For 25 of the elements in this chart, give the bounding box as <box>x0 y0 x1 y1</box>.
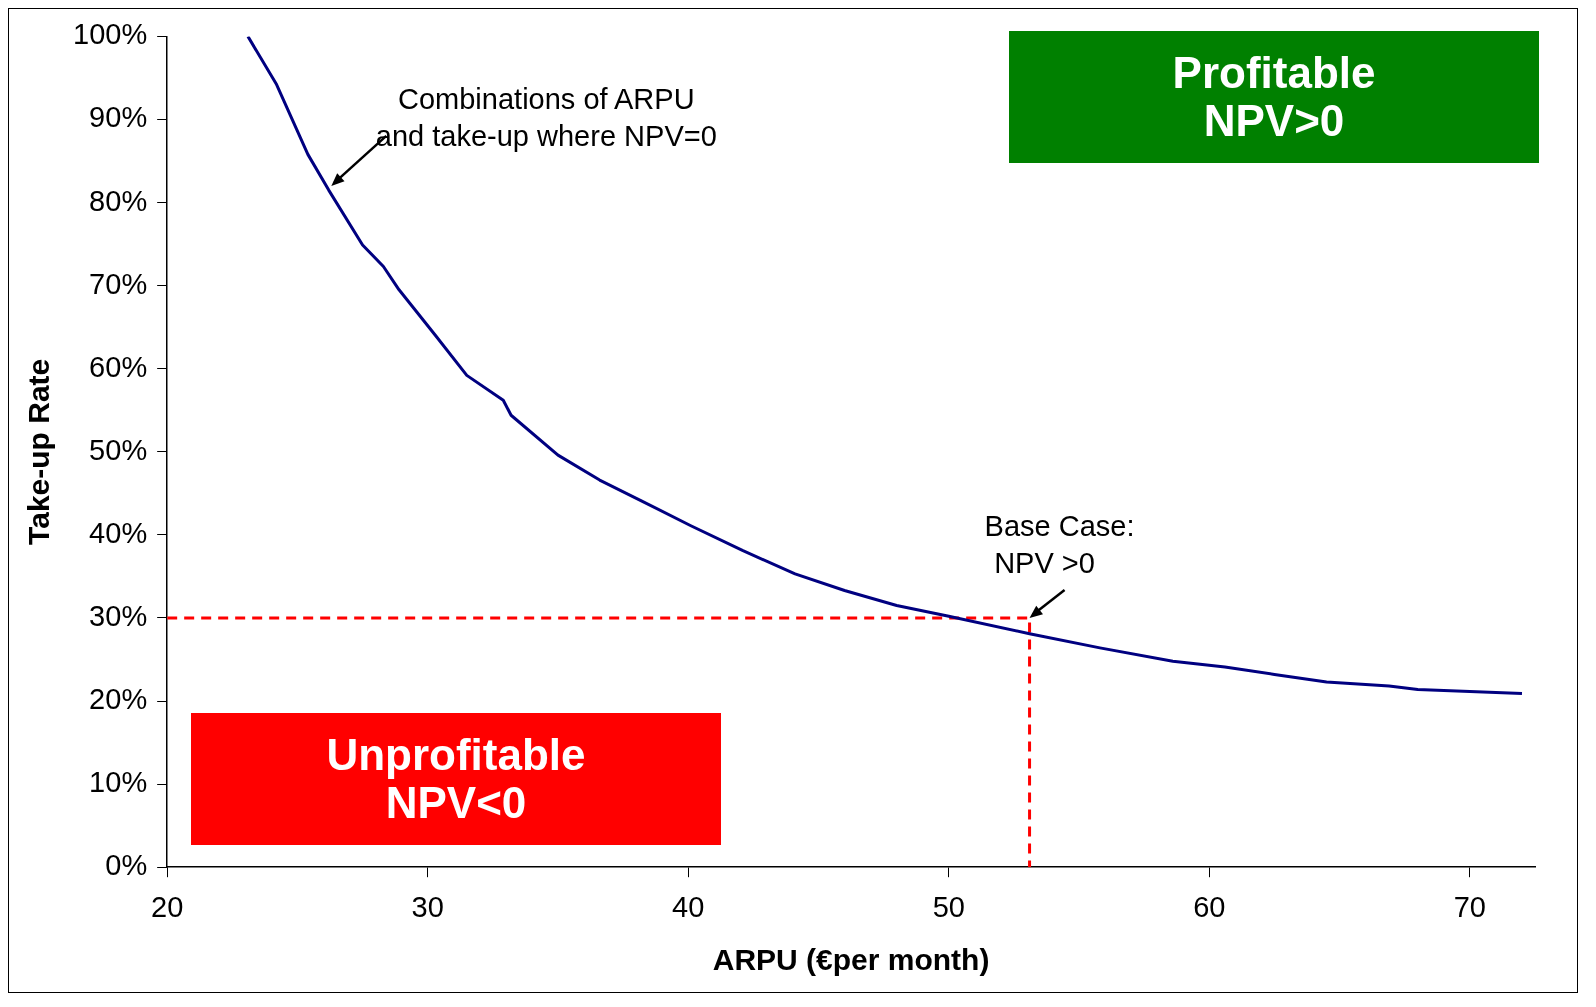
y-tick-label: 30% <box>89 599 148 632</box>
y-tick-label: 40% <box>89 516 148 549</box>
x-tick-label: 50 <box>932 890 965 923</box>
annotation: Unprofitable NPV<0 <box>326 730 586 827</box>
y-axis-title: Take-up Rate <box>22 358 56 545</box>
y-tick-label: 10% <box>89 766 148 799</box>
x-tick-label: 20 <box>151 890 184 923</box>
y-tick-label: 50% <box>89 433 148 466</box>
x-tick-label: 60 <box>1193 890 1226 923</box>
y-tick-label: 20% <box>89 683 148 716</box>
label-box: Unprofitable NPV<0 <box>191 713 721 845</box>
y-tick-label: 80% <box>89 184 148 217</box>
x-tick-label: 40 <box>672 890 705 923</box>
x-tick-label: 70 <box>1453 890 1486 923</box>
x-tick-label: 30 <box>411 890 444 923</box>
y-tick-label: 90% <box>89 101 148 134</box>
label-box: Profitable NPV>0 <box>1009 31 1539 163</box>
y-tick-label: 70% <box>89 267 148 300</box>
annotation: Profitable NPV>0 <box>1172 48 1376 145</box>
y-tick-label: 60% <box>89 350 148 383</box>
y-tick-label: 0% <box>105 849 148 882</box>
y-tick-label: 100% <box>73 18 148 51</box>
x-axis-title: ARPU (€per month) <box>712 943 990 977</box>
annotation: Base Case: NPV >0 <box>984 509 1135 579</box>
annotation: Combinations of ARPU and take-up where NPV=0 <box>375 82 717 152</box>
